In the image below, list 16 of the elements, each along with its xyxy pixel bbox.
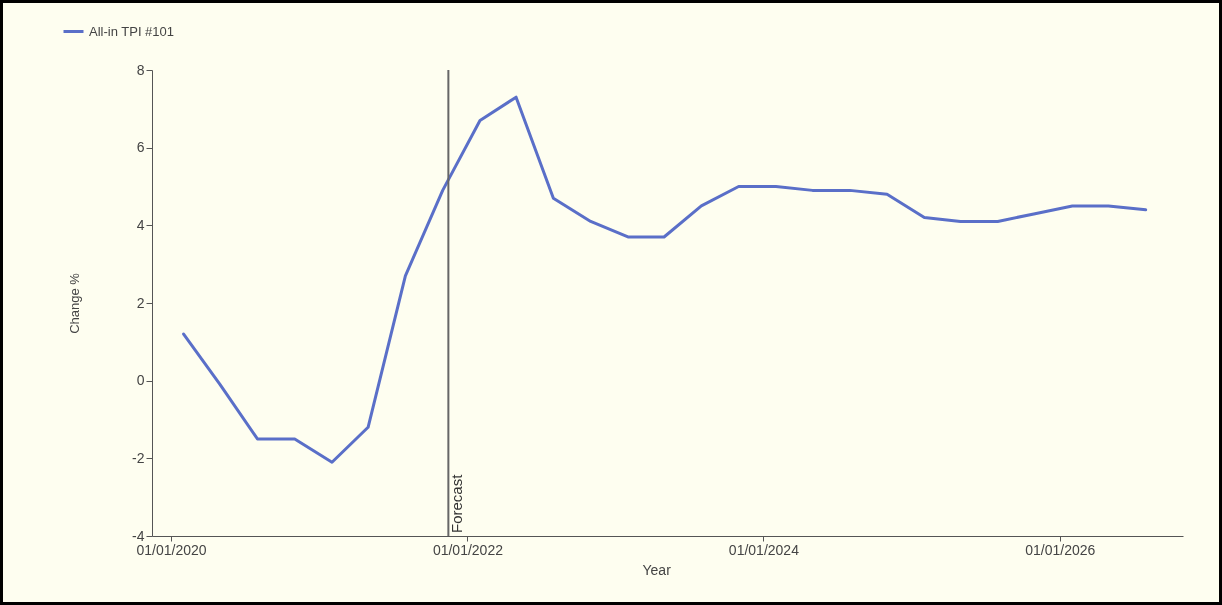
legend-label: All-in TPI #101 <box>89 23 175 39</box>
x-tick-label: 01/01/2020 <box>136 541 207 558</box>
y-tick-label: 0 <box>136 372 145 389</box>
x-tick-label: 01/01/2026 <box>1025 541 1096 558</box>
y-tick-label: 4 <box>136 216 145 233</box>
y-tick-label: 6 <box>136 139 145 156</box>
y-tick-label: -2 <box>132 449 145 466</box>
y-tick-label: -4 <box>132 527 145 544</box>
line-series <box>182 95 1148 464</box>
x-tick-label: 01/01/2024 <box>728 541 800 558</box>
ref-line-label: Forecast <box>448 473 466 533</box>
y-tick-label: 2 <box>136 294 145 311</box>
y-axis-title: Change % <box>67 272 83 334</box>
x-axis-title: Year <box>642 561 672 578</box>
y-tick-label: 8 <box>136 61 145 78</box>
x-tick-label: 01/01/2022 <box>432 541 504 558</box>
